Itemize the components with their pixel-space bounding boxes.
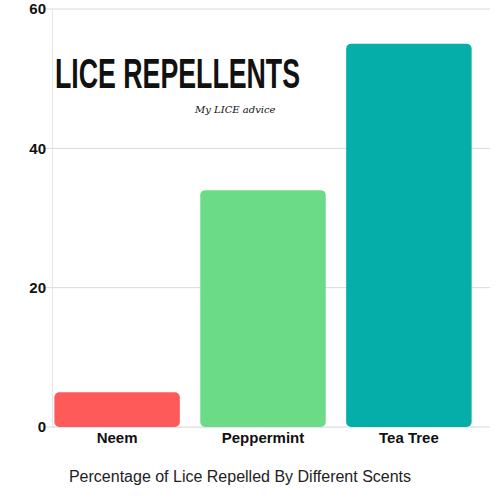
- x-tick: Peppermint: [222, 427, 305, 446]
- bar: [54, 392, 179, 427]
- y-tick: 40: [29, 140, 52, 157]
- x-tick: Tea Tree: [379, 427, 439, 446]
- chart: 0 20 40 60 Neem Peppermint Tea Tree LICE REPELL…: [0, 0, 500, 500]
- x-axis: Neem Peppermint Tea Tree: [51, 427, 477, 446]
- grid: [45, 9, 490, 427]
- x-tick: Neem: [97, 427, 138, 446]
- y-tick-label: 40: [29, 140, 46, 157]
- grid-line: [45, 9, 490, 10]
- y-axis: 0 20 40 60: [29, 0, 52, 435]
- x-tick-label: Peppermint: [222, 429, 305, 446]
- y-tick: 20: [29, 279, 52, 296]
- bar: [346, 44, 471, 427]
- x-axis-title: Percentage of Lice Repelled By Different…: [69, 468, 411, 485]
- x-tick-label: Neem: [97, 429, 138, 446]
- subtitle: My LICE advice: [194, 104, 276, 115]
- title: LICE REPELLENTS: [55, 50, 300, 97]
- y-tick: 0: [38, 418, 52, 435]
- y-axis-line: [52, 10, 53, 428]
- bars: [54, 44, 471, 427]
- y-tick: 60: [29, 0, 52, 17]
- bar: [200, 190, 325, 427]
- x-tick-label: Tea Tree: [379, 429, 439, 446]
- y-tick-label: 20: [29, 279, 46, 296]
- y-tick-label: 0: [38, 418, 46, 435]
- y-tick-label: 60: [29, 0, 46, 17]
